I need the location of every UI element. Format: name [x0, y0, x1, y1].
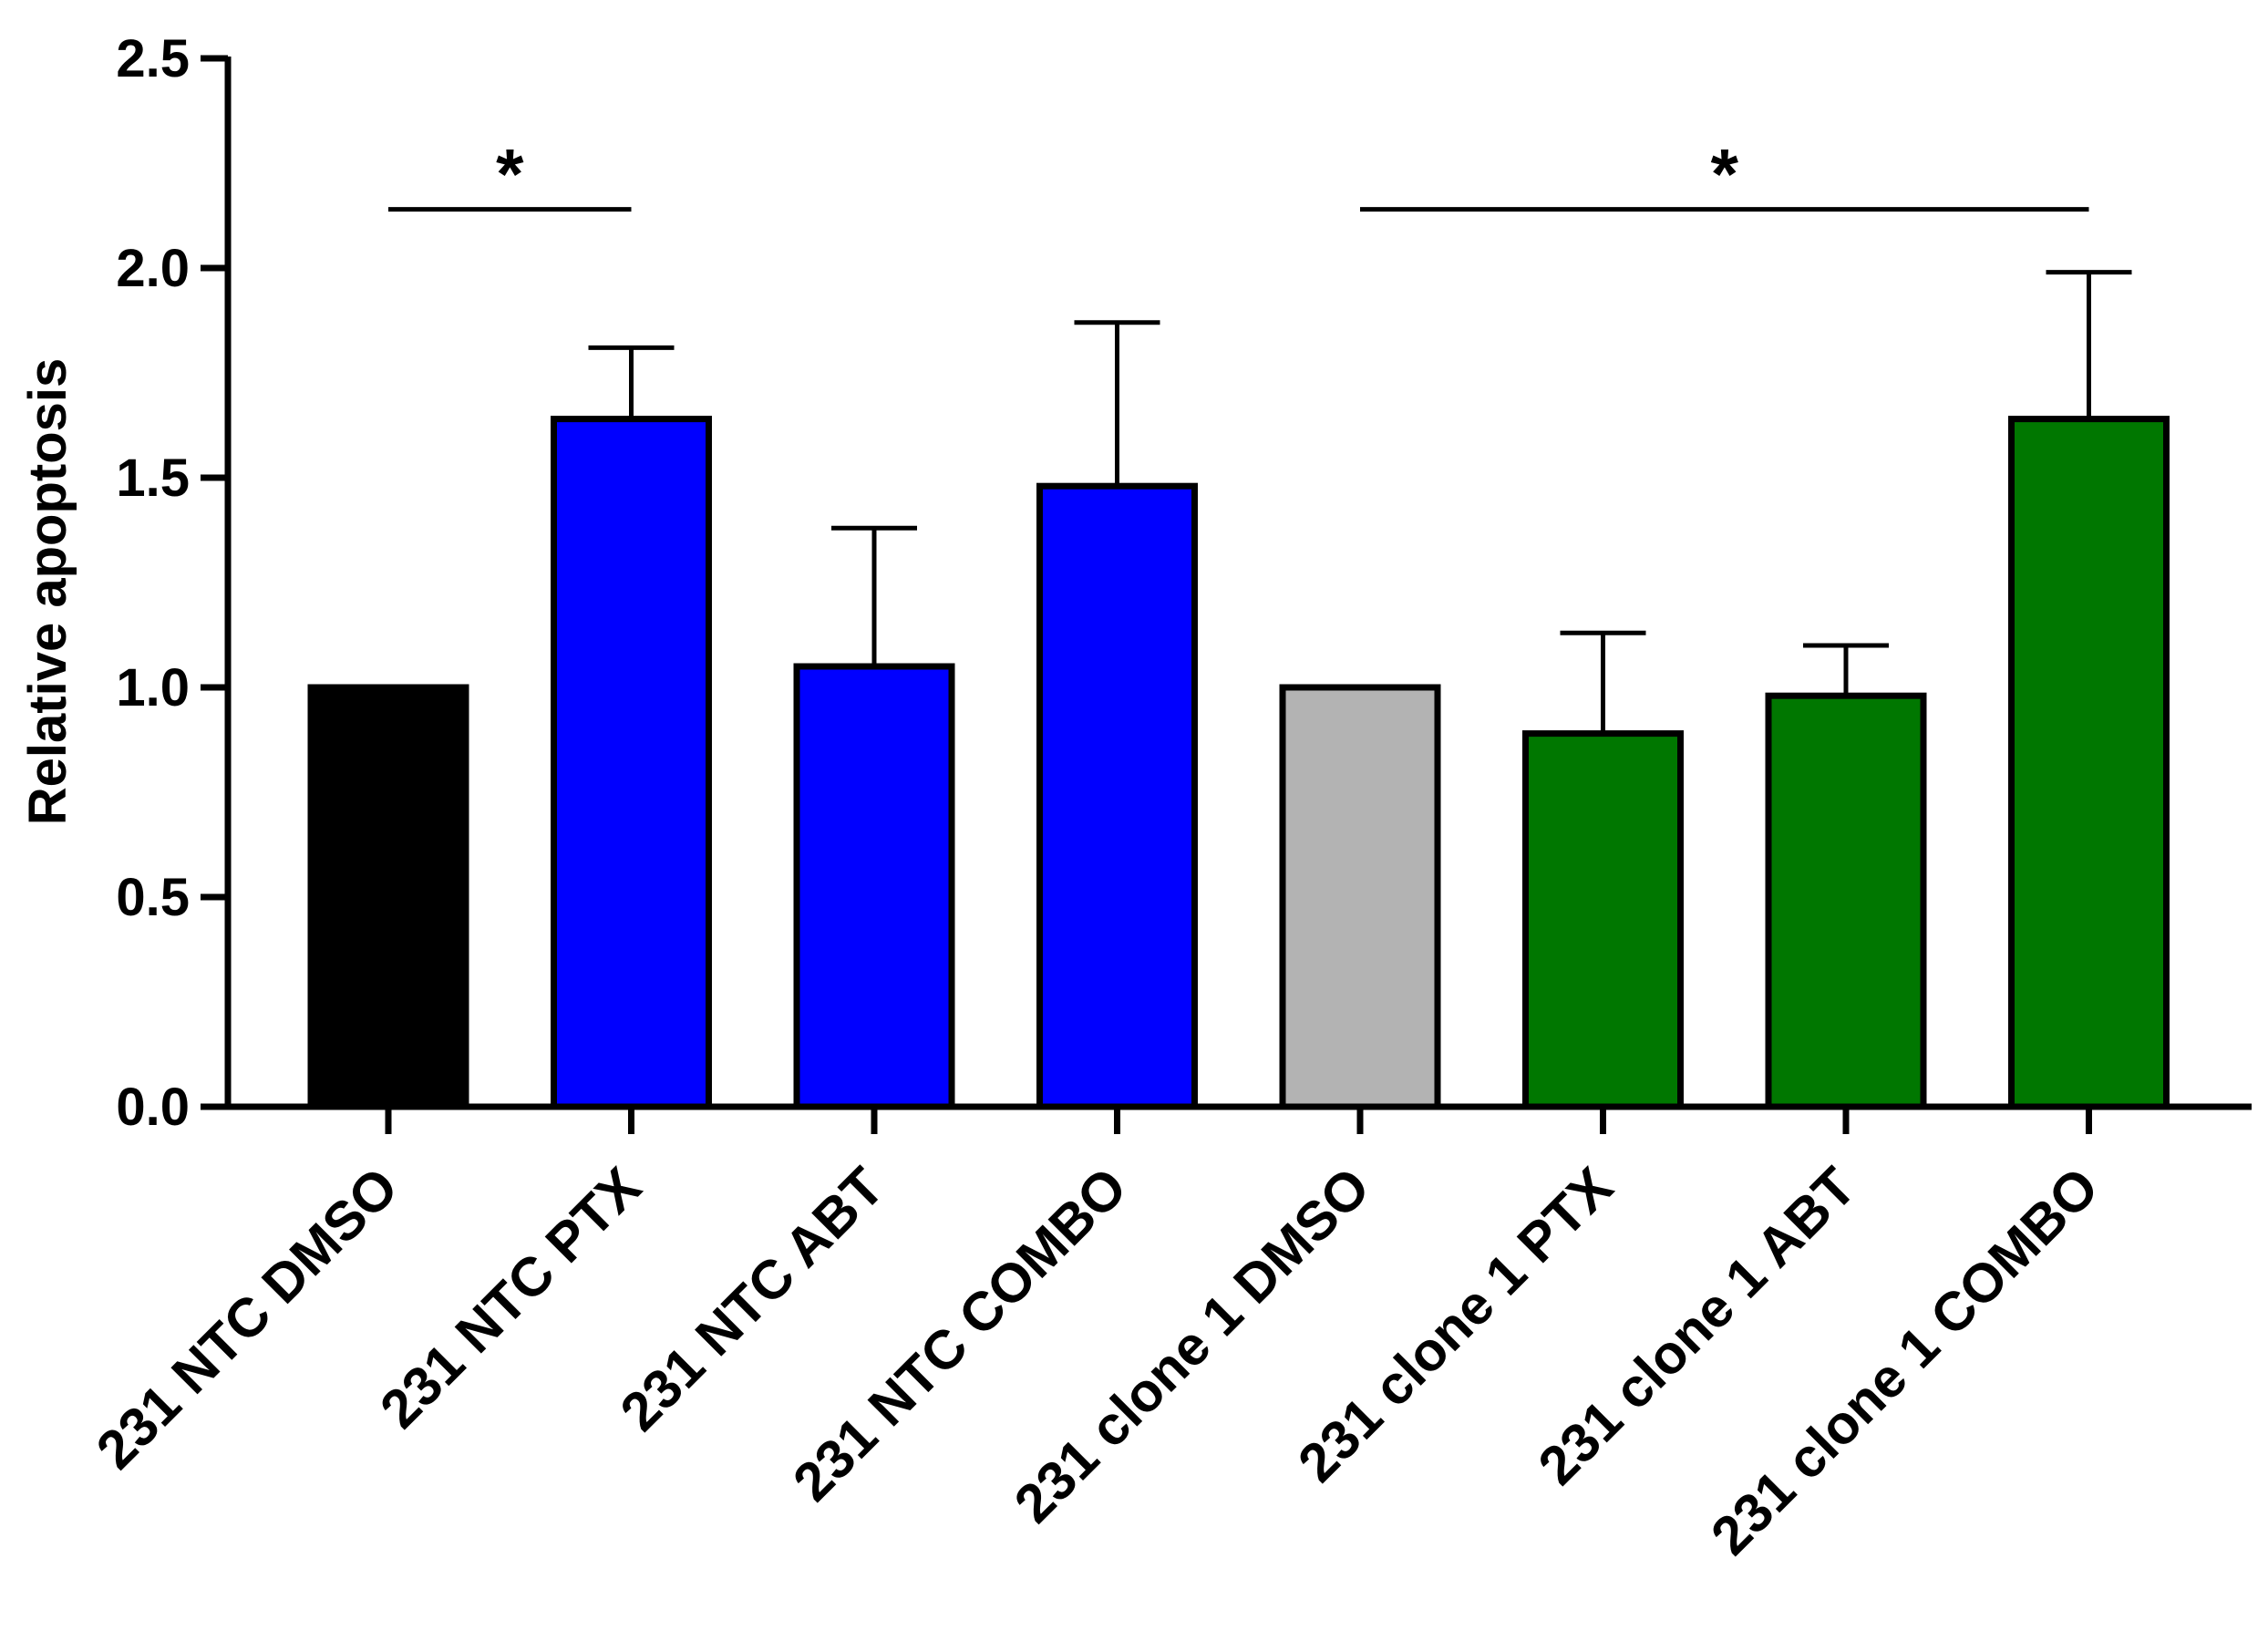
significance-star-1: *	[496, 134, 524, 214]
x-tick-label-1: 231 NTC DMSO	[85, 1156, 409, 1481]
y-axis-title: Relative apoptosis	[18, 358, 77, 825]
bar-2	[551, 416, 712, 1110]
bar-4	[1036, 482, 1198, 1110]
bar-3	[793, 663, 955, 1110]
y-tick-label: 2.5	[116, 29, 190, 88]
bar-1	[307, 684, 469, 1110]
y-tick-label: 1.5	[116, 449, 190, 508]
bar-6	[1522, 730, 1684, 1110]
bar-8	[2008, 416, 2170, 1110]
x-axis	[225, 1103, 2252, 1134]
y-tick-label: 0.5	[116, 868, 190, 927]
bar-7	[1765, 692, 1927, 1110]
bars	[307, 416, 2170, 1110]
y-tick-label: 1.0	[116, 658, 190, 717]
x-tick-label-8: 231 clone 1 COMBO	[1699, 1156, 2110, 1567]
y-axis: 0.0 0.5 1.0 1.5 2.0 2.5	[116, 29, 232, 1137]
significance-star-2: *	[1711, 134, 1739, 214]
y-tick-label: 2.0	[116, 239, 190, 298]
error-bars	[588, 270, 2132, 734]
y-tick-label: 0.0	[116, 1078, 190, 1137]
significance-markers: * *	[388, 134, 2089, 214]
bar-5	[1279, 684, 1441, 1110]
